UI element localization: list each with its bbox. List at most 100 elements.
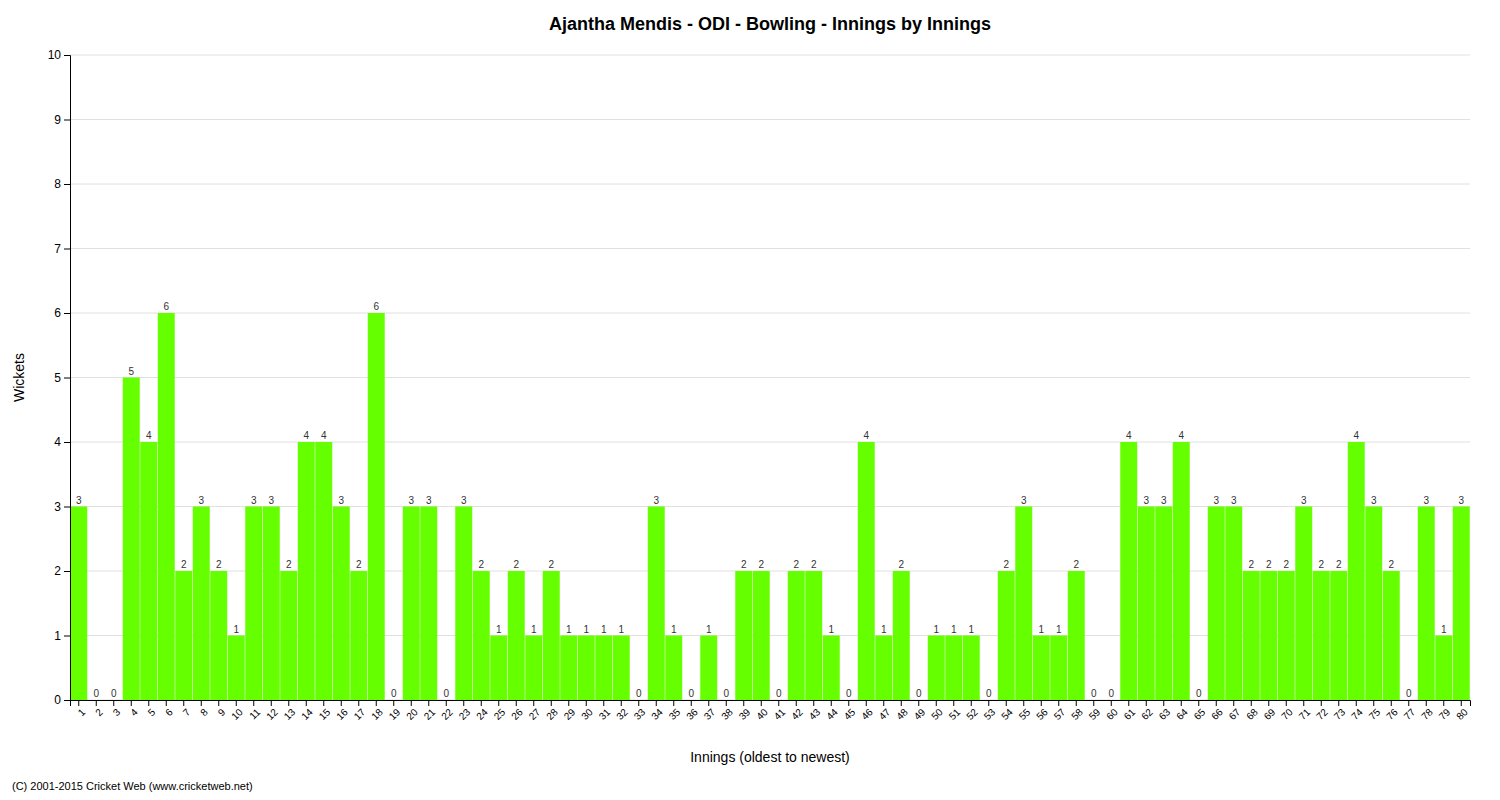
x-tick-label: 61: [1122, 706, 1138, 722]
x-tick-label: 58: [1069, 706, 1085, 722]
x-tick: 37: [702, 700, 718, 722]
bar: [368, 313, 385, 700]
x-tick: 50: [929, 700, 945, 722]
x-tick-mark: [393, 700, 394, 706]
bar: [438, 700, 455, 701]
data-label: 3: [653, 495, 659, 506]
x-tick: 13: [282, 700, 298, 722]
data-label: 0: [443, 688, 449, 699]
data-label: 1: [933, 624, 939, 635]
data-label: 2: [1248, 559, 1254, 570]
data-label: 4: [1353, 430, 1359, 441]
x-tick-mark: [1128, 700, 1129, 706]
data-label: 2: [181, 559, 187, 570]
x-tick-label: 14: [299, 706, 315, 722]
x-tick-mark: [901, 700, 902, 706]
x-tick-mark: [1111, 700, 1112, 706]
data-label: 4: [321, 430, 327, 441]
x-tick-label: 50: [929, 706, 945, 722]
y-tick-mark: [64, 636, 70, 637]
grid: [70, 55, 1470, 700]
bar: [945, 636, 962, 701]
x-tick-label: 66: [1209, 706, 1225, 722]
data-label: 0: [1406, 688, 1412, 699]
y-tick: 5: [54, 371, 70, 385]
x-tick-label: 78: [1419, 706, 1435, 722]
x-tick-mark: [796, 700, 797, 706]
data-label: 3: [1161, 495, 1167, 506]
footnote: (C) 2001-2015 Cricket Web (www.cricketwe…: [12, 780, 253, 792]
bar: [1365, 507, 1382, 701]
x-tick: 35: [667, 700, 683, 722]
x-tick: 6: [163, 700, 175, 718]
x-tick-label: 1: [76, 706, 88, 718]
bar: [123, 378, 140, 701]
x-tick: 68: [1244, 700, 1260, 722]
x-tick-label: 23: [457, 706, 473, 722]
x-tick-label: 48: [894, 706, 910, 722]
x-tick-mark: [428, 700, 429, 706]
data-label: 1: [1441, 624, 1447, 635]
x-tick: 10: [229, 700, 245, 722]
y-tick: 0: [54, 693, 70, 707]
bar: [70, 507, 87, 701]
bar: [928, 636, 945, 701]
data-label: 0: [636, 688, 642, 699]
x-tick: 20: [404, 700, 420, 722]
data-label: 0: [916, 688, 922, 699]
data-label: 0: [1108, 688, 1114, 699]
x-tick-mark: [1268, 700, 1269, 706]
x-tick-mark: [918, 700, 919, 706]
bar: [140, 442, 157, 700]
x-tick-mark: [883, 700, 884, 706]
x-tick: 34: [649, 700, 665, 722]
title: Ajantha Mendis - ODI - Bowling - Innings…: [549, 14, 991, 34]
x-tick-mark: [498, 700, 499, 706]
x-tick-mark: [113, 700, 114, 706]
x-tick-label: 60: [1104, 706, 1120, 722]
bar: [1120, 442, 1137, 700]
bar: [1278, 571, 1295, 700]
data-label: 3: [408, 495, 414, 506]
data-label: 1: [951, 624, 957, 635]
bar: [1173, 442, 1190, 700]
y-axis-line: [64, 56, 71, 701]
data-label: 2: [356, 559, 362, 570]
x-tick-label: 72: [1314, 706, 1330, 722]
x-tick-mark: [1041, 700, 1042, 706]
x-tick-mark: [1181, 700, 1182, 706]
x-tick-label: 32: [614, 706, 630, 722]
y-tick-label: 10: [48, 48, 62, 62]
bar: [245, 507, 262, 701]
y-tick-mark: [64, 442, 70, 443]
y-tick-mark: [64, 249, 70, 250]
grid-line: [70, 248, 1470, 249]
x-tick-label: 39: [737, 706, 753, 722]
x-tick-mark: [953, 700, 954, 706]
x-tick: 64: [1174, 700, 1190, 722]
bar: [665, 636, 682, 701]
data-label: 2: [1003, 559, 1009, 570]
bar: [210, 571, 227, 700]
bar: [455, 507, 472, 701]
data-label: 0: [1091, 688, 1097, 699]
bar: [490, 636, 507, 701]
x-tick-label: 20: [404, 706, 420, 722]
bar: [753, 571, 770, 700]
x-tick-label: 24: [474, 706, 490, 722]
data-label: 2: [1283, 559, 1289, 570]
bar: [718, 700, 735, 701]
bar: [1435, 636, 1452, 701]
x-tick-mark: [1233, 700, 1234, 706]
x-tick-label: 44: [824, 706, 840, 722]
x-tick: 52: [964, 700, 980, 722]
x-tick-mark: [1146, 700, 1147, 706]
bar: [1348, 442, 1365, 700]
x-tick-label: 21: [422, 706, 438, 722]
bar: [333, 507, 350, 701]
data-label: 1: [601, 624, 607, 635]
x-tick-label: 11: [247, 706, 262, 721]
x-tick-label: 52: [964, 706, 980, 722]
bar: [1383, 571, 1400, 700]
x-tick: 63: [1157, 700, 1173, 722]
